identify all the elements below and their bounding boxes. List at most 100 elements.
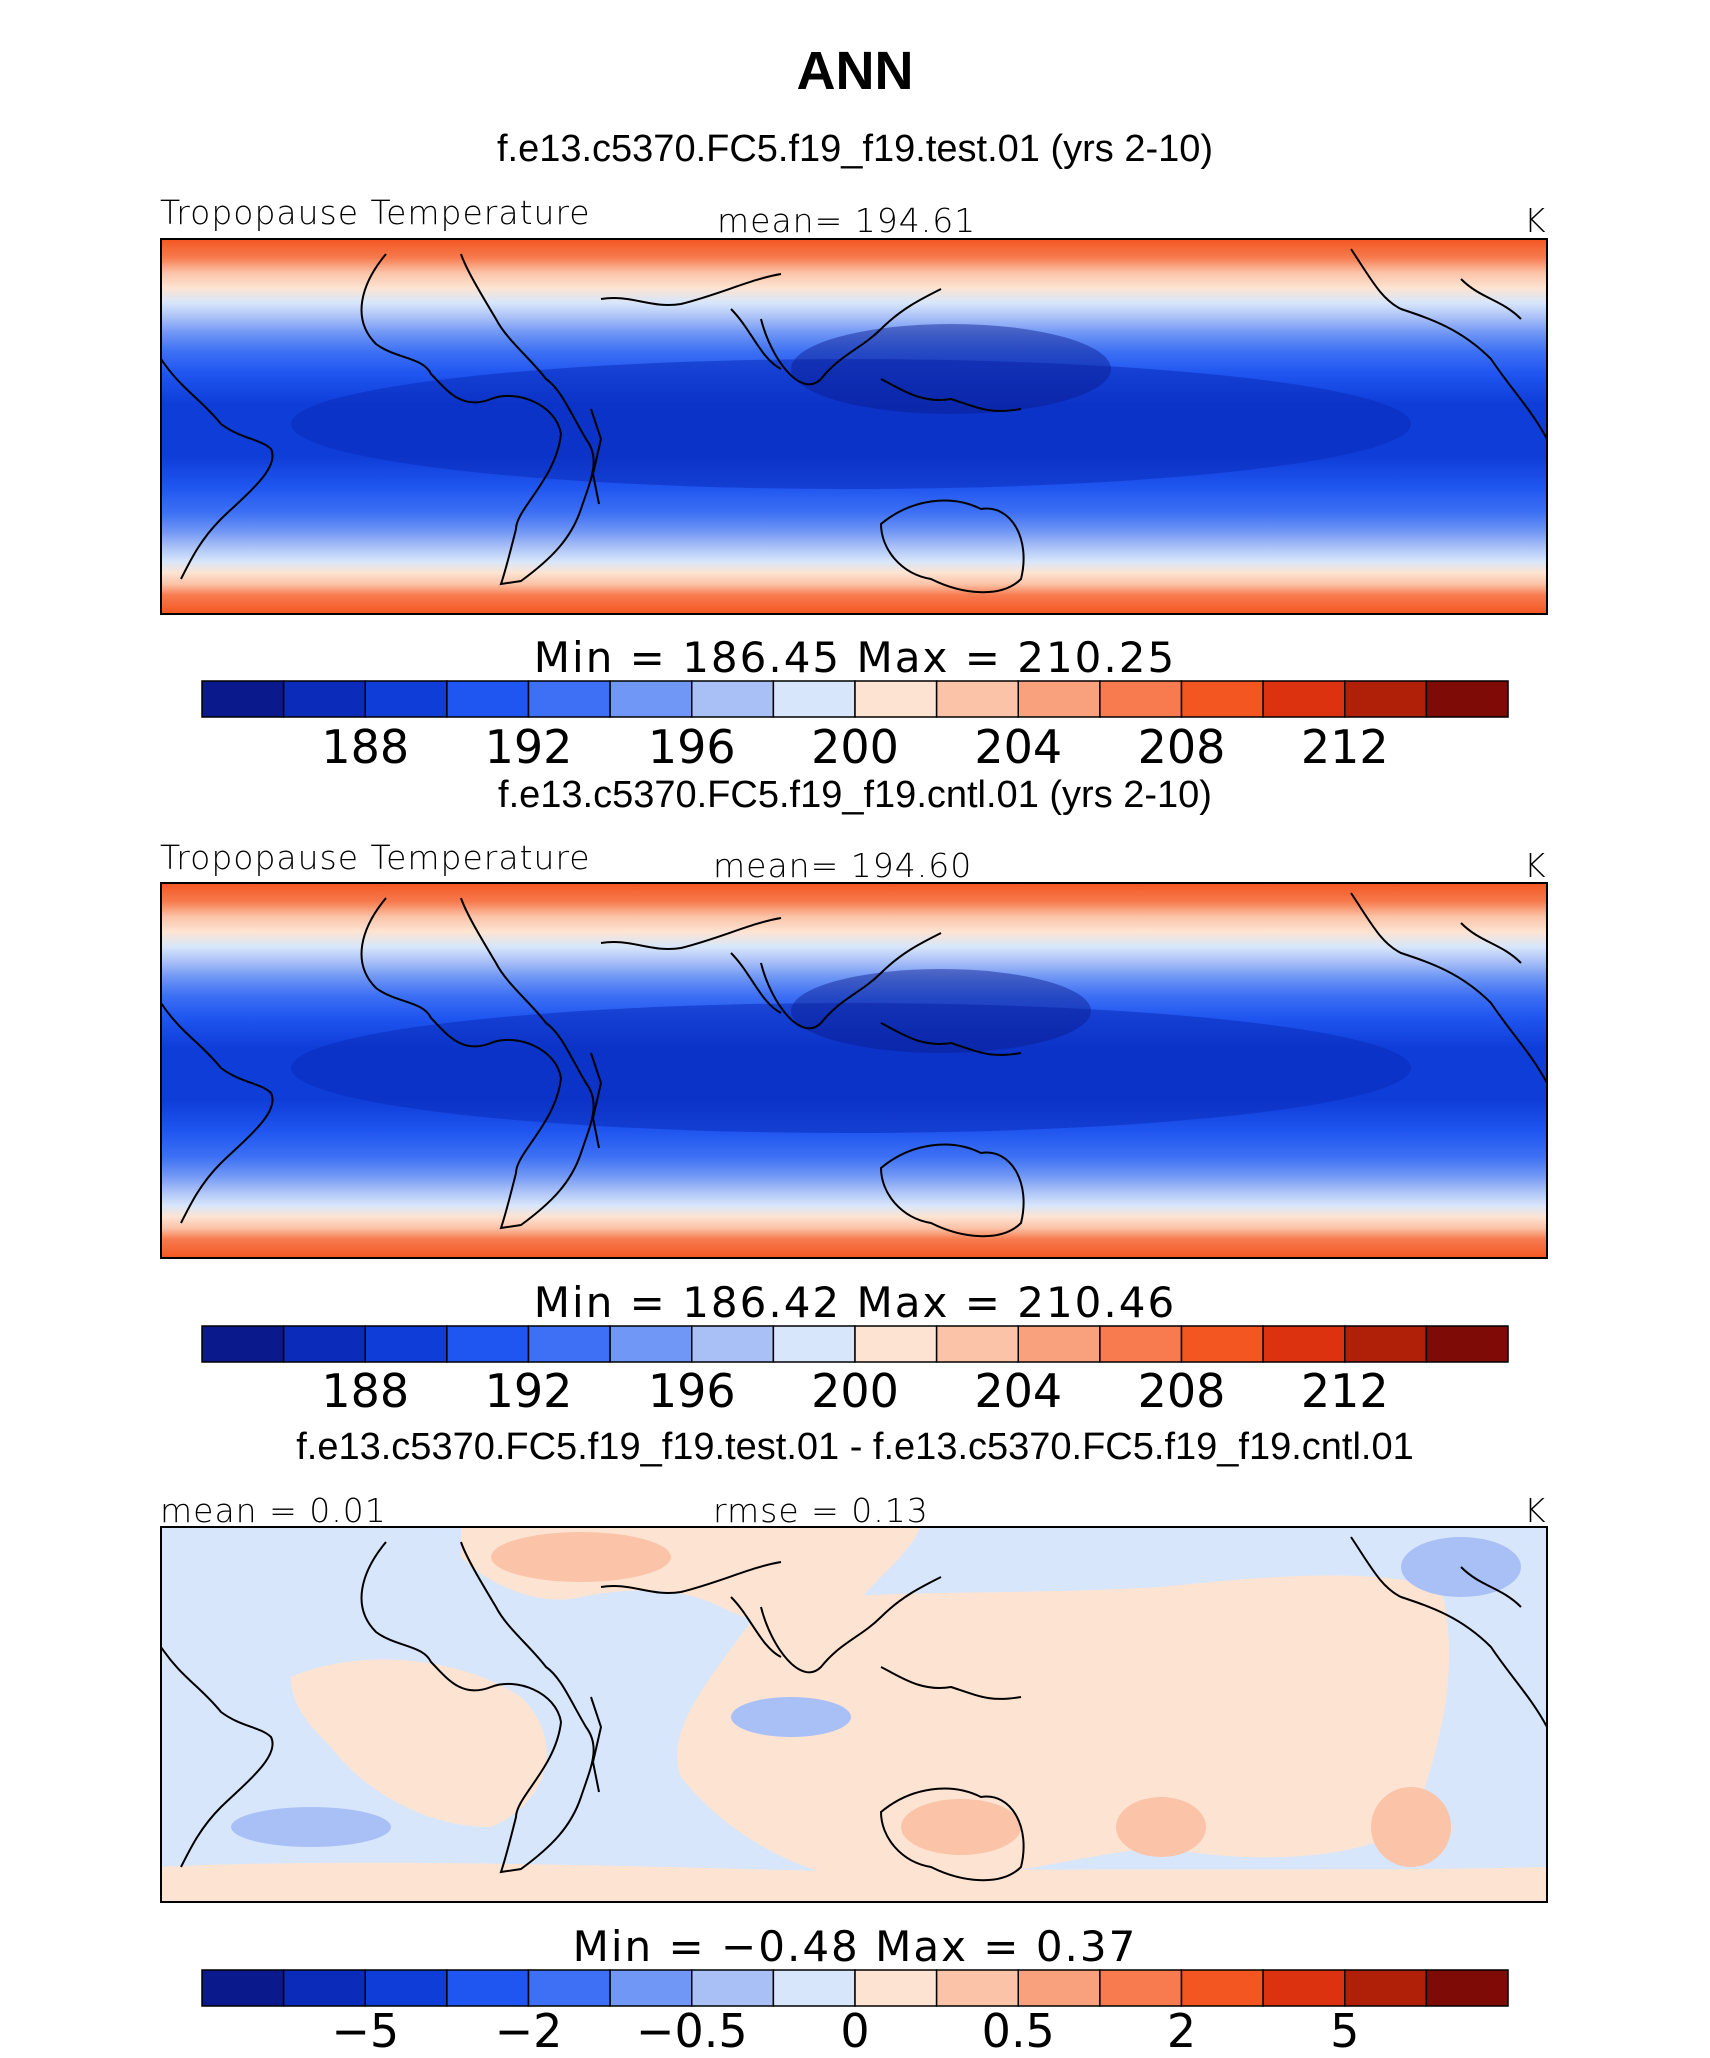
colorbar-swatch [1017, 680, 1101, 718]
colorbar-swatch [1425, 1325, 1509, 1363]
colorbar-tick-label: 192 [484, 720, 573, 774]
colorbar-swatch [446, 1969, 530, 2007]
colorbar-swatch [364, 1969, 448, 2007]
colorbar-tick-label: 200 [811, 720, 899, 774]
panel-2-mean-label: mean= 194.60 [713, 846, 973, 885]
colorbar-swatch [282, 680, 367, 718]
panel-1-title: f.e13.c5370.FC5.f19_f19.test.01 (yrs 2-1… [496, 128, 1214, 170]
colorbar-swatch [201, 1969, 285, 2007]
colorbar-swatch [282, 1969, 367, 2007]
colorbar-swatch [282, 1325, 367, 1363]
panel-1-coastlines [160, 248, 1548, 594]
colorbar-tick-label: 204 [974, 720, 1063, 774]
panel-1-variable-label: Tropopause Temperature [160, 193, 591, 232]
panel-3-mean-label: mean = 0.01 [160, 1491, 387, 1530]
panel-2-coldest-core [791, 969, 1091, 1053]
panel-3-minmax: Min = −0.48 Max = 0.37 [572, 1922, 1138, 1971]
colorbar-swatch [772, 680, 856, 718]
panel-2-variable-label: Tropopause Temperature [160, 838, 591, 877]
colorbar-tick-label: 0 [840, 2004, 870, 2058]
colorbar-swatch [854, 680, 938, 718]
colorbar-tick-label: 208 [1137, 720, 1226, 774]
colorbar-tick-label: 192 [484, 1364, 573, 1418]
panel-1-cold-core [291, 359, 1411, 489]
colorbar-tick-label: 212 [1300, 1364, 1389, 1418]
colorbar-swatch [527, 680, 611, 718]
panel-2-title: f.e13.c5370.FC5.f19_f19.cntl.01 (yrs 2-1… [498, 774, 1212, 816]
colorbar-swatch [1017, 1969, 1101, 2007]
panel-2-minmax: Min = 186.42 Max = 210.46 [533, 1278, 1177, 1327]
colorbar-swatch [1262, 1325, 1346, 1363]
panel-3-positive-regions [161, 1527, 1547, 1902]
colorbar-tick-label: 5 [1330, 2004, 1360, 2058]
colorbar-swatch [364, 1325, 448, 1363]
colorbar-swatch [1099, 1325, 1183, 1363]
colorbar-swatch [854, 1969, 938, 2007]
colorbar-tick-label: −2 [494, 2004, 563, 2058]
colorbar-tick-label: 188 [321, 720, 410, 774]
colorbar-swatch [1262, 680, 1346, 718]
colorbar-swatch [691, 680, 775, 718]
colorbar-swatch [1017, 1325, 1101, 1363]
colorbar-swatch [1099, 680, 1183, 718]
colorbar-swatch [935, 1969, 1020, 2007]
colorbar-swatch [527, 1969, 611, 2007]
colorbar-swatch [1180, 1969, 1264, 2007]
colorbar-tick-label: 208 [1137, 1364, 1226, 1418]
colorbar-swatch [446, 1325, 530, 1363]
colorbar-swatch [935, 1325, 1020, 1363]
colorbar-swatch [1262, 1969, 1346, 2007]
colorbar-tick-label: 196 [647, 720, 736, 774]
colorbar-swatch [1099, 1969, 1183, 2007]
panel-2-units-label: K [1524, 846, 1547, 885]
colorbar-tick-label: −5 [331, 2004, 400, 2058]
colorbar-swatch [527, 1325, 611, 1363]
colorbar-swatch [201, 680, 285, 718]
panel-2-frame [160, 882, 1548, 1259]
colorbar-tick-label: 2 [1166, 2004, 1197, 2058]
panel-1-frame [160, 238, 1548, 615]
colorbar-swatch [1425, 680, 1509, 718]
panel-1-coldest-core [791, 324, 1111, 414]
colorbar-swatch [609, 680, 693, 718]
colorbar-tick-label: 188 [321, 1364, 410, 1418]
colorbar-swatch [935, 680, 1020, 718]
panel-1-mean-label: mean= 194.61 [717, 201, 977, 240]
colorbar-swatch [1344, 1325, 1428, 1363]
colorbar-swatch [772, 1969, 856, 2007]
panel-2-map [160, 882, 1548, 1259]
colorbar-swatch [1180, 680, 1264, 718]
colorbar-tick-label: 200 [811, 1364, 899, 1418]
colorbar-swatch [364, 680, 448, 718]
colorbar-swatch [772, 1325, 856, 1363]
panel-2-coastlines [160, 892, 1548, 1238]
panel-3-positive-strong [491, 1532, 1451, 1867]
colorbar-swatch [1344, 1969, 1428, 2007]
colorbar-tick-label: −0.5 [635, 2004, 748, 2058]
colorbar-swatch [609, 1325, 693, 1363]
panel-1-colorbar [201, 680, 1509, 718]
panel-3-rmse-label: rmse = 0.13 [713, 1491, 929, 1530]
colorbar-tick-label: 0.5 [981, 2004, 1055, 2058]
colorbar-tick-label: 212 [1300, 720, 1389, 774]
panel-3-frame [160, 1526, 1548, 1903]
colorbar-swatch [1425, 1969, 1509, 2007]
colorbar-swatch [1180, 1325, 1264, 1363]
figure-title: ANN [796, 41, 914, 101]
panel-3-units-label: K [1524, 1491, 1547, 1530]
panel-1-minmax: Min = 186.45 Max = 210.25 [533, 633, 1177, 682]
panel-1-units-label: K [1524, 201, 1547, 240]
panel-3-coastlines [160, 1536, 1548, 1882]
panel-3-title: f.e13.c5370.FC5.f19_f19.test.01 - f.e13.… [296, 1426, 1414, 1468]
colorbar-swatch [1344, 680, 1428, 718]
colorbar-swatch [609, 1969, 693, 2007]
colorbar-swatch [201, 1325, 285, 1363]
colorbar-tick-label: 196 [647, 1364, 736, 1418]
panel-3-colorbar [201, 1969, 1509, 2007]
panel-2-cold-core [291, 1003, 1411, 1133]
colorbar-swatch [446, 680, 530, 718]
colorbar-swatch [854, 1325, 938, 1363]
colorbar-swatch [691, 1325, 775, 1363]
panel-3-map [160, 1526, 1548, 1903]
panel-2-colorbar [201, 1325, 1509, 1363]
